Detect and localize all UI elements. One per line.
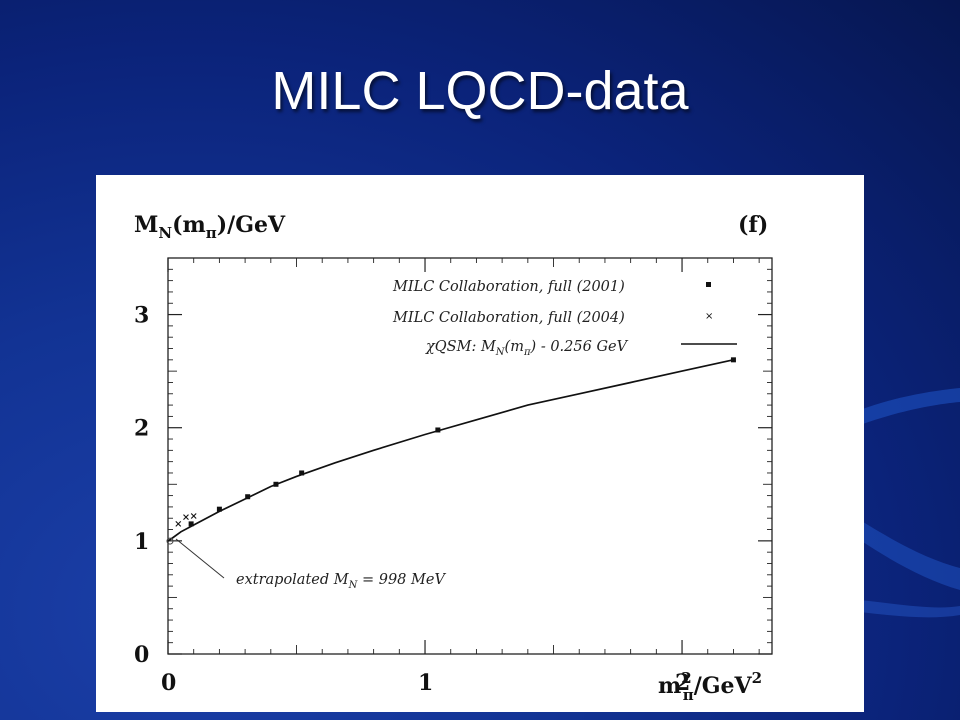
x-axis-title-sup1: 2 xyxy=(681,669,691,687)
legend-marker-square xyxy=(706,282,711,287)
chiqsm-curve xyxy=(167,358,734,542)
legend-marker-cross: × xyxy=(705,311,713,322)
x-axis-title-sub1: π xyxy=(683,686,694,704)
legend-label-chiqsm: χQSM: MN(mπ) - 0.256 GeV xyxy=(425,339,629,358)
annotation-text-b: N xyxy=(348,580,359,591)
extrapolation-annotation: extrapolated MN = 998 MeV xyxy=(175,538,446,591)
y-tick-label: 2 xyxy=(134,416,149,442)
y-tick-label: 3 xyxy=(134,303,149,329)
x-tick-label: 0 xyxy=(161,670,176,696)
annotation-text-a: extrapolated M xyxy=(236,572,350,588)
data-point-square xyxy=(730,357,736,363)
data-point-square xyxy=(188,521,194,527)
x-axis-title: m2 π/GeV2 xyxy=(658,669,762,704)
panel-label: (f) xyxy=(738,212,768,238)
legend-chiqsm-e: ) - 0.256 GeV xyxy=(530,339,629,355)
legend-label-2001: MILC Collaboration, full (2001) xyxy=(392,279,625,295)
y-axis-title-tail: )/GeV xyxy=(217,212,286,238)
x-axis-title-main: m xyxy=(658,673,681,699)
extrapolated-point-marker xyxy=(166,537,174,545)
axis-tick-labels: 0 1 2 3 0 1 2 xyxy=(134,303,690,696)
legend-label-2004: MILC Collaboration, full (2004) xyxy=(392,310,625,326)
data-point-square xyxy=(299,470,305,476)
annotation-pointer xyxy=(175,538,225,579)
x-tick-label: 1 xyxy=(418,670,433,696)
legend: MILC Collaboration, full (2001) MILC Col… xyxy=(392,279,737,358)
data-point-square xyxy=(216,506,222,512)
x-axis-title-sup2: 2 xyxy=(752,669,762,687)
x-axis-title-tail: /GeV xyxy=(694,673,753,699)
y-axis-title-sub2: π xyxy=(206,224,217,242)
annotation-text-c: = 998 MeV xyxy=(357,572,446,588)
plot-frame xyxy=(167,257,773,655)
data-point-cross-stroke xyxy=(175,520,182,527)
plot-panel: MN(mπ)/GeV (f) m2 π/GeV2 MILC Collaborati… xyxy=(96,175,864,712)
legend-chiqsm-d: π xyxy=(523,347,531,358)
data-point-cross xyxy=(183,514,189,520)
slide-title: MILC LQCD-data xyxy=(271,61,689,121)
data-series xyxy=(166,357,736,545)
legend-chiqsm-b: N xyxy=(495,347,506,358)
legend-chiqsm-c: (m xyxy=(505,339,524,355)
data-point-cross xyxy=(175,520,182,527)
y-axis-title: MN(mπ)/GeV xyxy=(134,212,286,242)
data-point-square xyxy=(245,494,251,500)
y-axis-title-sub1: N xyxy=(158,224,172,242)
data-point-cross xyxy=(190,513,197,519)
y-axis-title-main: M xyxy=(134,212,158,238)
axis-ticks xyxy=(167,257,772,655)
y-tick-label: 0 xyxy=(134,642,149,668)
x-tick-label: 2 xyxy=(675,670,690,696)
y-axis-title-mid: (m xyxy=(172,212,206,238)
legend-chiqsm-a: χQSM: M xyxy=(425,339,497,355)
annotation-text: extrapolated MN = 998 MeV xyxy=(236,572,446,591)
data-point-cross-stroke xyxy=(190,513,197,519)
y-tick-label: 1 xyxy=(134,529,149,555)
nucleon-mass-chart: MN(mπ)/GeV (f) m2 π/GeV2 MILC Collaborati… xyxy=(134,212,773,704)
data-point-cross-stroke xyxy=(183,514,189,520)
